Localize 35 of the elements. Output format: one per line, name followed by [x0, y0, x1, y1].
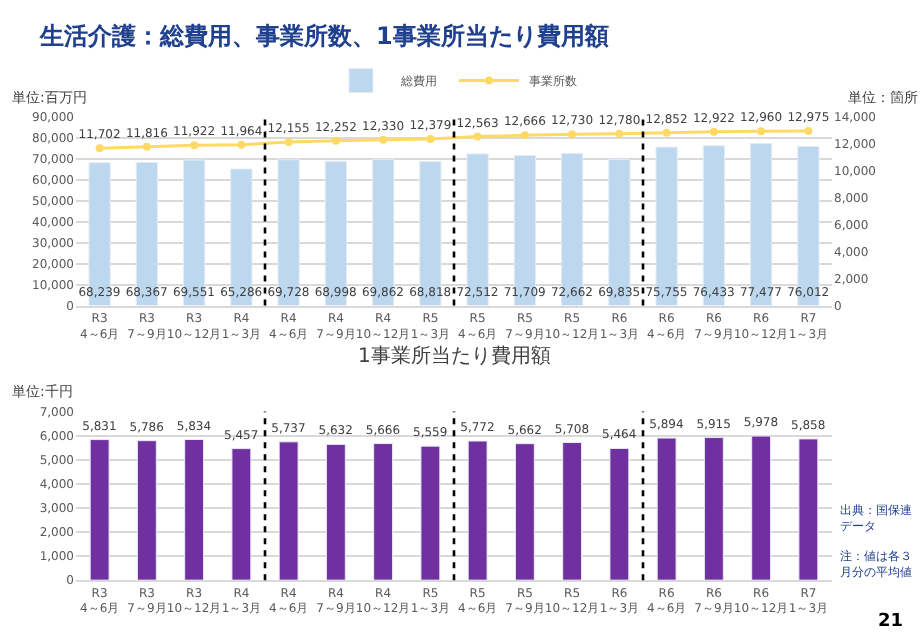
point	[568, 130, 577, 139]
bar	[231, 448, 252, 581]
point	[331, 136, 340, 145]
bar	[514, 443, 535, 581]
bar	[562, 442, 583, 581]
point	[379, 135, 388, 144]
bar	[751, 435, 772, 581]
point	[520, 131, 529, 140]
point	[709, 127, 718, 136]
point	[426, 135, 435, 144]
point	[95, 144, 104, 153]
point	[804, 127, 813, 136]
bar	[278, 441, 299, 581]
bar	[325, 443, 346, 581]
chart-title: 生活介護：総費用、事業所数、1事業所当たり費用額	[38, 22, 609, 50]
point	[284, 138, 293, 147]
bar	[703, 437, 724, 581]
text: 21	[878, 612, 904, 632]
bar	[136, 440, 157, 581]
point	[190, 141, 199, 150]
bar	[798, 438, 819, 581]
bar	[467, 440, 488, 581]
bar	[656, 437, 677, 581]
point	[473, 132, 482, 141]
point	[142, 142, 151, 151]
bar	[373, 443, 394, 581]
point	[662, 128, 671, 137]
point	[615, 129, 624, 138]
chart-title: 1事業所当たり費用額	[358, 344, 551, 368]
bar	[184, 439, 205, 581]
bar	[609, 447, 630, 581]
point	[757, 127, 766, 136]
bar	[420, 445, 441, 581]
point	[237, 140, 246, 149]
bar	[89, 439, 110, 581]
